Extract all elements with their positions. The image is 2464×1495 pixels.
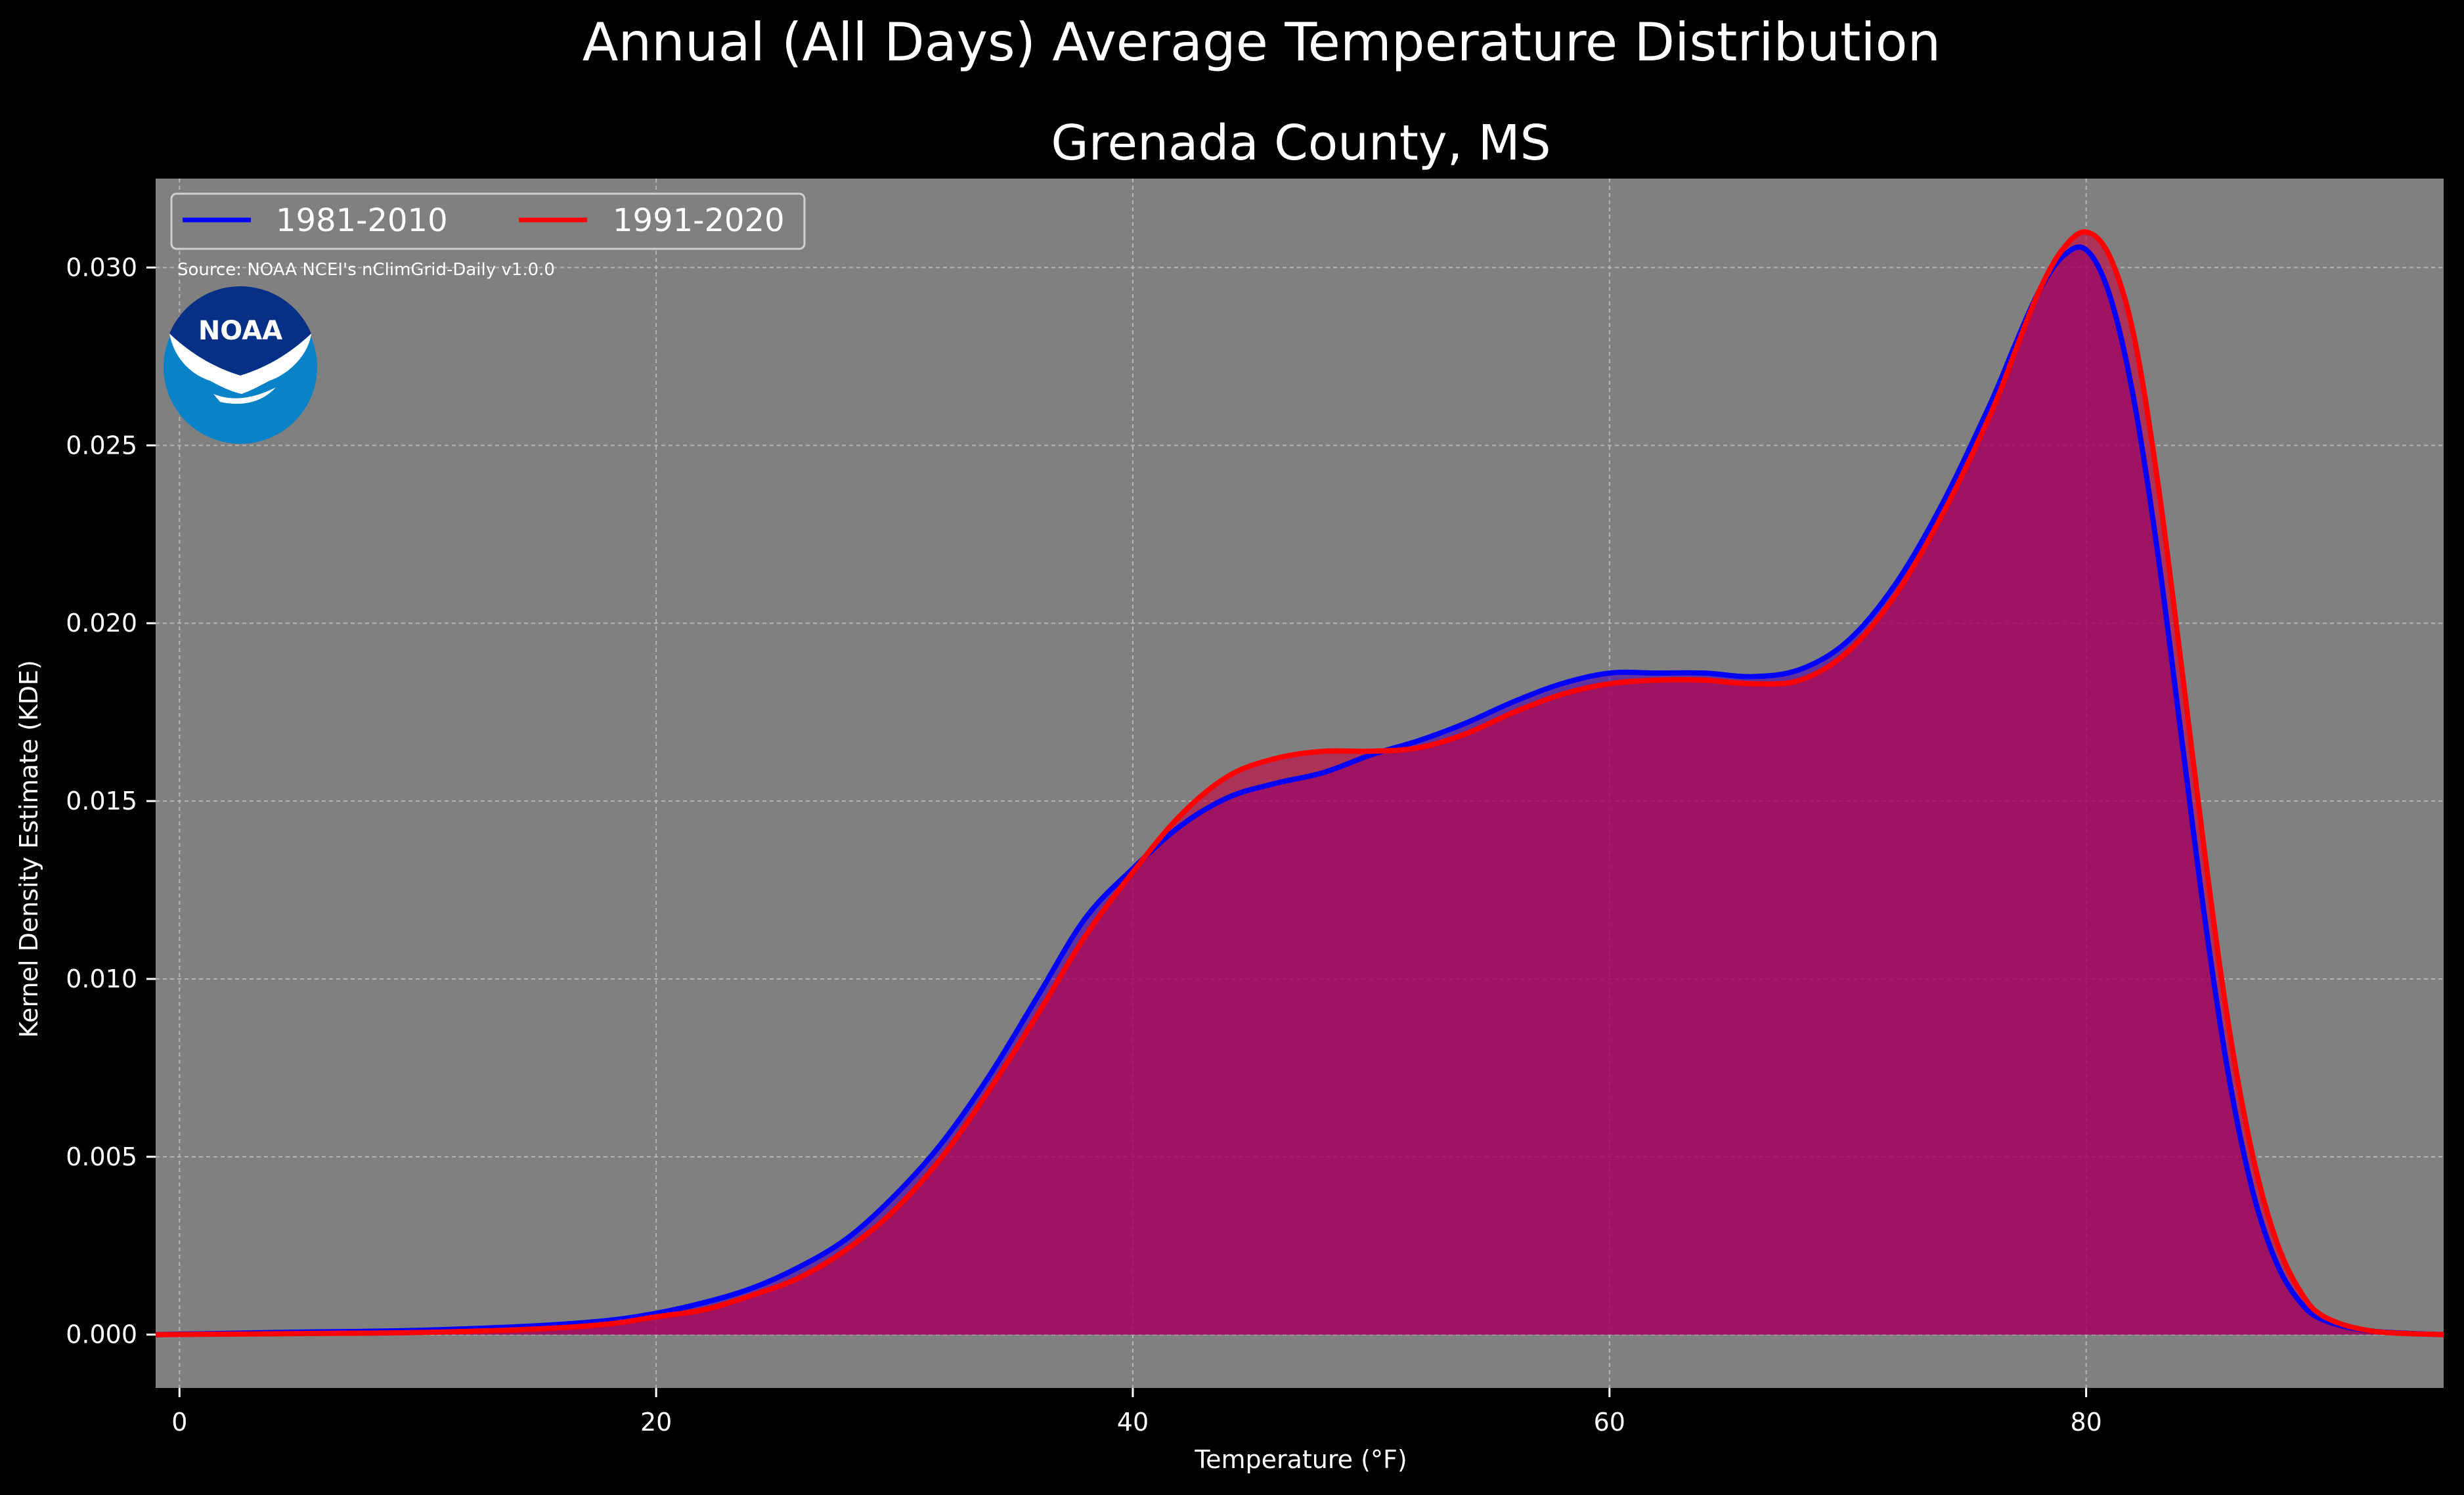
y-tick-label: 0.005 (66, 1142, 137, 1171)
legend: 1981-2010 1991-2020 (170, 192, 806, 250)
y-tick-label: 0.030 (66, 253, 137, 282)
series-line-1981-2010 (155, 244, 2444, 1337)
series-fills (156, 232, 2444, 1335)
x-tick-label: 40 (1117, 1408, 1149, 1437)
y-tick-label: 0.015 (66, 787, 137, 815)
x-axis: 0 20 40 60 80 (171, 1388, 2102, 1437)
chart-title: Annual (All Days) Average Temperature Di… (583, 12, 1941, 73)
x-tick-label: 80 (2070, 1408, 2101, 1437)
noaa-logo-icon: NOAA (164, 286, 317, 444)
x-axis-label: Temperature (°F) (1194, 1445, 1407, 1474)
y-tick-label: 0.025 (66, 431, 137, 460)
y-tick-label: 0.010 (66, 964, 137, 993)
legend-label-1991-2020: 1991-2020 (613, 202, 785, 239)
y-tick-label: 0.000 (66, 1320, 137, 1349)
x-tick-label: 20 (640, 1408, 672, 1437)
x-tick-label: 0 (171, 1408, 187, 1437)
x-tick-label: 60 (1594, 1408, 1625, 1437)
y-axis-label: Kernel Density Estimate (KDE) (14, 660, 43, 1038)
chart-subtitle: Grenada County, MS (1051, 115, 1551, 171)
series-area-1991-2020 (156, 232, 2444, 1335)
noaa-logo-text: NOAA (198, 316, 282, 346)
legend-label-1981-2010: 1981-2010 (276, 202, 448, 239)
source-annotation: Source: NOAA NCEI's nClimGrid-Daily v1.0… (177, 260, 555, 280)
legend-box (170, 192, 806, 250)
series-lines (155, 229, 2444, 1337)
y-tick-label: 0.020 (66, 609, 137, 638)
y-axis: 0.000 0.005 0.010 0.015 0.020 0.025 0.030 (66, 253, 156, 1349)
series-line-1991-2020 (155, 229, 2444, 1337)
